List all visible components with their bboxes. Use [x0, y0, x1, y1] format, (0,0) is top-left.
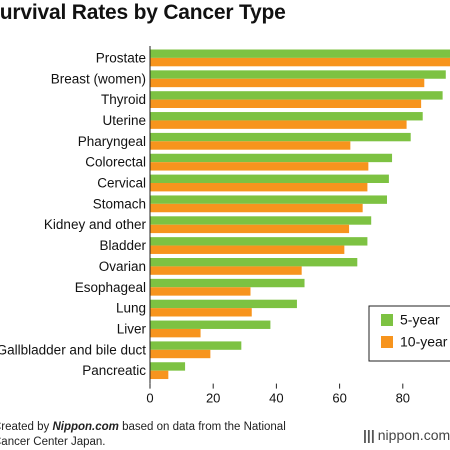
bar-5-year-pharyngeal [150, 132, 411, 142]
bar-10-year-stomach [150, 203, 363, 213]
category-label: Pharyngeal [78, 134, 146, 149]
category-label: Pancreatic [82, 363, 146, 378]
bar-10-year-uterine [150, 120, 407, 129]
nippon-logo: ||| nippon.com [363, 427, 450, 443]
bar-5-year-liver [150, 320, 271, 329]
category-label: Bladder [99, 238, 146, 253]
category-label: Lung [116, 301, 146, 316]
bar-5-year-lung [150, 299, 297, 309]
legend-label-10-year: 10-year [400, 334, 448, 350]
category-label: Ovarian [99, 259, 146, 274]
category-label: Prostate [96, 50, 146, 65]
source-note: Created by Nippon.com based on data from… [0, 420, 323, 449]
logo-text: nippon.com [377, 427, 450, 443]
bar-5-year-cervical [150, 174, 389, 183]
bar-10-year-pharyngeal [150, 141, 351, 150]
bar-10-year-lung [150, 308, 252, 317]
x-tick-label: 80 [396, 391, 410, 406]
category-label: Breast (women) [51, 71, 146, 86]
bar-5-year-uterine [150, 112, 423, 121]
category-label: Esophageal [75, 280, 146, 295]
source-suffix: based on data from the National Cancer C… [0, 421, 286, 448]
bar-5-year-stomach [150, 195, 387, 204]
bar-5-year-bladder [150, 237, 368, 246]
category-label: Stomach [93, 196, 146, 211]
logo-mark-icon: ||| [363, 427, 375, 443]
x-tick-label: 20 [206, 391, 220, 406]
bar-10-year-gallbladder-and-bile-duct [150, 349, 211, 359]
category-label: Gallbladder and bile duct [0, 342, 146, 357]
bar-5-year-ovarian [150, 258, 358, 267]
bar-5-year-thyroid [150, 91, 443, 100]
bar-5-year-gallbladder-and-bile-duct [150, 341, 242, 350]
bar-10-year-prostate [150, 57, 450, 67]
bar-5-year-prostate [150, 49, 450, 58]
category-label: Cervical [97, 176, 146, 191]
bar-10-year-pancreatic [150, 370, 169, 380]
bar-10-year-bladder [150, 245, 345, 254]
bar-10-year-cervical [150, 183, 368, 192]
category-label: Kidney and other [44, 217, 147, 232]
source-prefix: Created by [0, 421, 50, 433]
legend-swatch-5-year [381, 314, 393, 326]
category-label: Colorectal [85, 155, 146, 170]
legend-label-5-year: 5-year [400, 312, 440, 328]
bar-10-year-esophageal [150, 287, 251, 296]
x-tick-label: 40 [269, 391, 283, 406]
chart-title: Survival Rates by Cancer Type [0, 1, 286, 24]
bar-5-year-colorectal [150, 153, 393, 163]
bar-10-year-breast-women [150, 78, 425, 88]
category-label: Uterine [102, 113, 146, 128]
bar-5-year-pancreatic [150, 362, 186, 371]
legend-swatch-10-year [381, 336, 393, 348]
category-label: Liver [117, 321, 147, 336]
bar-10-year-kidney-and-other [150, 224, 350, 234]
source-brand: Nippon.com [52, 421, 119, 433]
bar-10-year-thyroid [150, 99, 422, 108]
bar-10-year-ovarian [150, 266, 302, 275]
bar-5-year-breast-women [150, 70, 446, 79]
x-tick-label: 60 [332, 391, 346, 406]
bar-5-year-kidney-and-other [150, 216, 372, 225]
bar-10-year-liver [150, 328, 201, 338]
category-label: Thyroid [101, 92, 146, 107]
bar-10-year-colorectal [150, 162, 369, 171]
x-tick-label: 0 [146, 391, 153, 406]
bar-5-year-esophageal [150, 278, 305, 288]
